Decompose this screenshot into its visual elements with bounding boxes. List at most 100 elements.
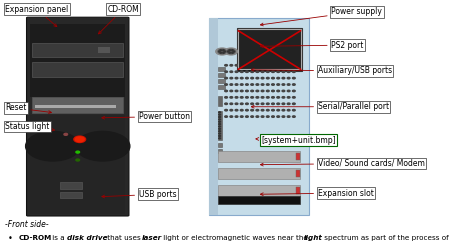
Circle shape — [287, 97, 290, 98]
Text: CD-ROM: CD-ROM — [99, 5, 139, 34]
Circle shape — [225, 77, 228, 79]
FancyBboxPatch shape — [32, 62, 123, 77]
Circle shape — [266, 103, 269, 104]
Circle shape — [246, 109, 248, 111]
Circle shape — [232, 50, 233, 51]
Circle shape — [256, 116, 259, 117]
Circle shape — [64, 133, 68, 135]
Circle shape — [230, 97, 233, 98]
FancyBboxPatch shape — [209, 18, 218, 215]
FancyBboxPatch shape — [30, 24, 125, 97]
Circle shape — [282, 90, 285, 92]
Circle shape — [287, 109, 290, 111]
Circle shape — [76, 151, 80, 153]
Circle shape — [218, 49, 226, 54]
Circle shape — [277, 84, 280, 85]
Circle shape — [225, 64, 228, 66]
Circle shape — [261, 64, 264, 66]
Circle shape — [256, 90, 259, 92]
Text: Power button: Power button — [102, 112, 190, 121]
Circle shape — [282, 77, 285, 79]
Circle shape — [287, 116, 290, 117]
Circle shape — [230, 77, 233, 79]
Circle shape — [272, 97, 274, 98]
Circle shape — [292, 116, 295, 117]
Text: •: • — [8, 234, 12, 243]
Text: Expansion panel: Expansion panel — [5, 5, 68, 27]
Circle shape — [266, 84, 269, 85]
Circle shape — [246, 90, 248, 92]
Circle shape — [272, 116, 274, 117]
Circle shape — [251, 90, 254, 92]
Circle shape — [220, 50, 221, 51]
Circle shape — [256, 71, 259, 72]
Circle shape — [219, 133, 220, 134]
Circle shape — [261, 84, 264, 85]
Circle shape — [272, 109, 274, 111]
Text: PS2 port: PS2 port — [260, 41, 364, 50]
Circle shape — [235, 77, 238, 79]
Circle shape — [272, 90, 274, 92]
FancyBboxPatch shape — [296, 170, 300, 177]
Circle shape — [219, 126, 220, 127]
Text: Serial/Parallel port: Serial/Parallel port — [251, 102, 389, 111]
Circle shape — [235, 71, 238, 72]
Circle shape — [256, 84, 259, 85]
Circle shape — [240, 103, 243, 104]
Circle shape — [246, 97, 248, 98]
Circle shape — [225, 103, 228, 104]
Circle shape — [223, 52, 224, 53]
Text: light or electromagnetic waves near the: light or electromagnetic waves near the — [161, 235, 310, 241]
Circle shape — [225, 116, 228, 117]
Circle shape — [225, 90, 228, 92]
FancyBboxPatch shape — [218, 168, 300, 179]
Circle shape — [235, 97, 238, 98]
Circle shape — [230, 71, 233, 72]
Circle shape — [261, 103, 264, 104]
Circle shape — [246, 77, 248, 79]
Circle shape — [225, 97, 228, 98]
Circle shape — [225, 71, 228, 72]
Circle shape — [287, 90, 290, 92]
Circle shape — [219, 121, 220, 122]
Text: CD-ROM: CD-ROM — [18, 235, 52, 241]
Circle shape — [240, 71, 243, 72]
Circle shape — [277, 103, 280, 104]
Circle shape — [240, 90, 243, 92]
Circle shape — [74, 136, 86, 143]
Circle shape — [240, 116, 243, 117]
FancyBboxPatch shape — [209, 18, 309, 215]
Circle shape — [75, 131, 130, 161]
Circle shape — [287, 64, 290, 66]
Text: USB ports: USB ports — [102, 190, 176, 199]
Circle shape — [220, 52, 221, 53]
Circle shape — [232, 52, 233, 53]
Text: Expansion slot: Expansion slot — [260, 188, 374, 198]
Circle shape — [292, 71, 295, 72]
Text: is a: is a — [51, 235, 67, 241]
Circle shape — [261, 116, 264, 117]
Circle shape — [282, 103, 285, 104]
Circle shape — [277, 109, 280, 111]
Circle shape — [282, 109, 285, 111]
Circle shape — [277, 64, 280, 66]
Circle shape — [251, 77, 254, 79]
Circle shape — [256, 64, 259, 66]
Circle shape — [219, 135, 220, 136]
Circle shape — [251, 109, 254, 111]
Circle shape — [219, 114, 220, 115]
Circle shape — [256, 77, 259, 79]
Circle shape — [292, 77, 295, 79]
Circle shape — [228, 51, 229, 52]
FancyBboxPatch shape — [218, 143, 222, 147]
Circle shape — [266, 90, 269, 92]
FancyBboxPatch shape — [218, 195, 300, 204]
Text: Status light: Status light — [5, 122, 55, 131]
Circle shape — [246, 103, 248, 104]
Circle shape — [76, 159, 80, 161]
Circle shape — [229, 50, 230, 51]
FancyBboxPatch shape — [218, 111, 222, 140]
Circle shape — [261, 109, 264, 111]
Circle shape — [287, 103, 290, 104]
Text: Reset: Reset — [5, 103, 51, 114]
